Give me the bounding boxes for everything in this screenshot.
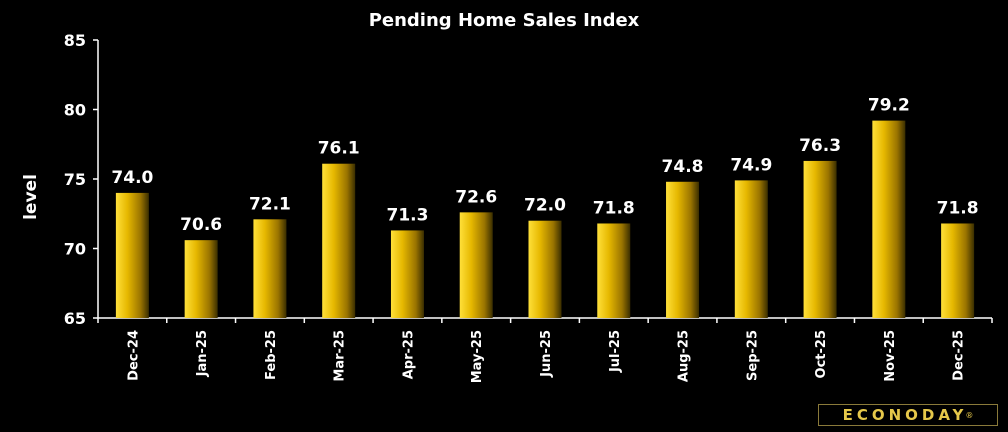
data-label: 74.8: [662, 157, 704, 177]
x-tick-label: Mar-25: [333, 330, 348, 382]
bar: [803, 160, 837, 318]
x-tick-label: Apr-25: [401, 330, 416, 379]
bar: [390, 230, 424, 318]
x-tick-label: Feb-25: [264, 330, 279, 380]
econoday-logo: ECONODAY ®: [818, 404, 998, 426]
x-tick-label: Dec-25: [952, 330, 967, 381]
data-label: 74.0: [111, 168, 153, 188]
data-label: 72.0: [524, 196, 566, 216]
bar: [872, 120, 906, 319]
x-tick-label: Jul-25: [608, 330, 623, 373]
bar: [528, 220, 562, 318]
data-label: 74.9: [730, 155, 772, 175]
y-tick-label: 80: [64, 101, 86, 120]
x-tick-label: Sep-25: [745, 330, 760, 381]
bar: [941, 223, 975, 318]
x-tick-label: Nov-25: [883, 330, 898, 382]
data-label: 71.3: [386, 205, 428, 225]
x-tick-label: Jun-25: [539, 330, 554, 378]
y-axis-label: level: [21, 174, 41, 220]
y-tick-label: 70: [64, 240, 86, 259]
bar: [184, 240, 218, 318]
bar: [597, 223, 631, 318]
bar: [322, 163, 356, 318]
data-label: 72.1: [249, 194, 291, 214]
x-tick-label: Oct-25: [814, 330, 829, 378]
bar: [459, 212, 493, 318]
plot-area: 65 70 75 80 85 74.0 Dec-24 70.6 Jan-25 72.1 Feb-25…: [64, 31, 993, 383]
y-tick-label: 85: [64, 31, 86, 50]
data-label: 71.8: [593, 198, 635, 218]
data-label: 71.8: [937, 198, 979, 218]
bar: [666, 181, 700, 318]
bar: [253, 219, 287, 318]
x-tick-label: May-25: [470, 330, 485, 383]
registered-mark: ®: [965, 410, 974, 420]
y-tick-label: 75: [64, 170, 86, 189]
bar: [734, 180, 768, 318]
data-label: 72.6: [455, 187, 497, 207]
x-tick-label: Dec-24: [126, 330, 141, 381]
data-label: 79.2: [868, 96, 910, 116]
brand-name: ECONODAY: [842, 406, 968, 424]
data-label: 76.1: [318, 139, 360, 159]
data-label: 70.6: [180, 215, 222, 235]
data-label: 76.3: [799, 136, 841, 156]
x-tick-label: Aug-25: [677, 330, 692, 382]
chart-title: Pending Home Sales Index: [369, 10, 640, 31]
y-tick-label: 65: [64, 309, 86, 328]
bar: [115, 192, 149, 318]
x-tick-label: Jan-25: [195, 330, 210, 377]
